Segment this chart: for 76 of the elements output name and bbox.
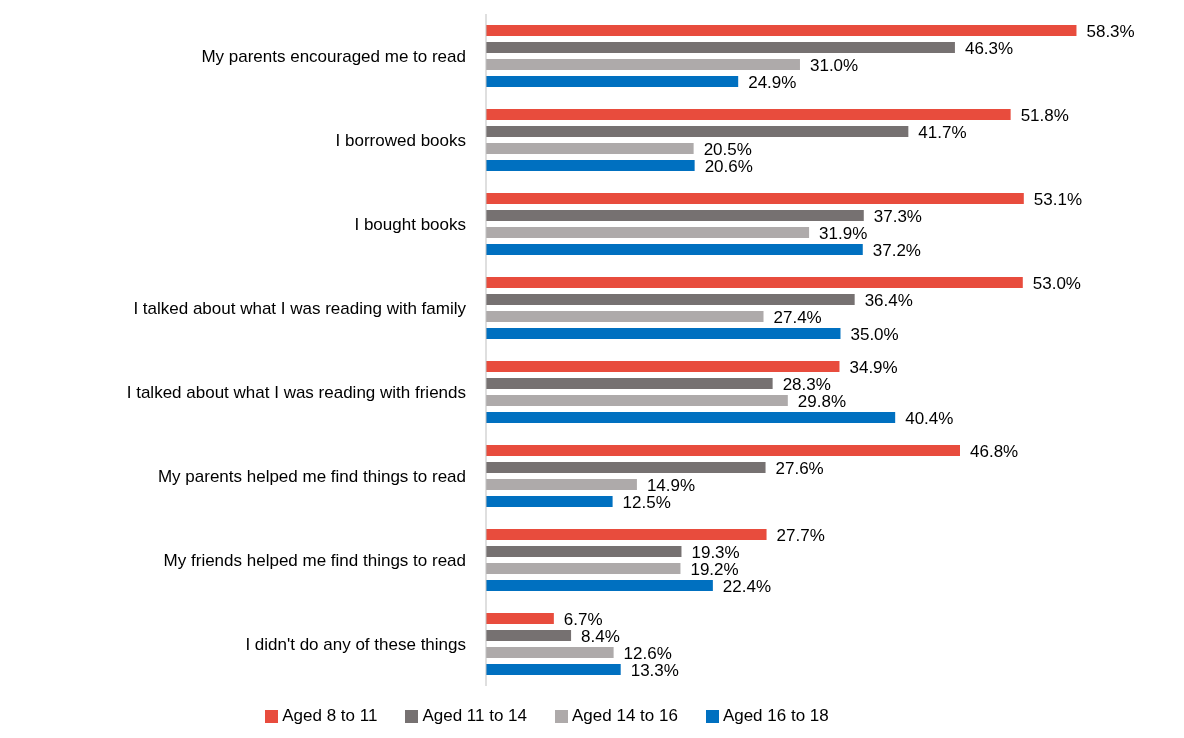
bar [486,378,773,389]
data-label: 53.1% [1033,189,1083,209]
bar [486,580,713,591]
bar [486,126,909,137]
data-label: 28.3% [782,374,831,394]
bar [486,42,955,53]
legend-label: Aged 8 to 11 [282,706,378,725]
bar [486,25,1077,36]
data-label: 51.8% [1020,105,1069,125]
y-tick-label: My parents helped me find things to read [157,467,466,487]
bar [486,76,739,87]
bar [486,227,810,238]
data-label: 37.3% [873,206,922,226]
data-label: 19.3% [691,542,740,562]
y-tick-label: My parents encouraged me to read [201,47,466,67]
data-label: 53.0% [1032,273,1081,293]
bar [486,613,554,624]
bar [486,160,695,171]
y-tick-label: I bought books [354,215,466,235]
data-label: 27.6% [775,458,824,478]
data-label: 8.4% [581,626,620,646]
data-label: 41.7% [918,122,967,142]
data-label: 24.9% [748,72,797,92]
bar [486,664,621,675]
data-label: 40.4% [905,408,954,428]
data-label: 12.6% [623,643,672,663]
data-label: 27.7% [776,525,825,545]
bar [486,210,864,221]
legend-label: Aged 11 to 14 [422,706,527,725]
data-label: 46.3% [964,38,1014,58]
bar [486,294,855,305]
bar [486,361,840,372]
y-tick-label: I talked about what I was reading with family [133,299,467,319]
bar [486,328,841,339]
y-tick-label: I didn't do any of these things [245,635,466,655]
data-label: 46.8% [970,441,1019,461]
data-label: 34.9% [849,357,898,377]
bar [486,479,637,490]
data-label: 13.3% [630,660,679,680]
bar [486,647,614,658]
bar [486,496,613,507]
data-label: 29.8% [797,391,847,411]
bar [486,395,788,406]
legend-label: Aged 14 to 16 [572,706,678,725]
bar [486,412,896,423]
bar [486,462,766,473]
data-label: 20.6% [704,156,753,176]
bar [486,529,767,540]
data-label: 27.4% [773,307,822,327]
data-label: 58.3% [1086,21,1135,41]
y-tick-label: My friends helped me find things to read [163,551,466,571]
bar [486,277,1023,288]
bar [486,311,764,322]
data-label: 14.9% [646,475,696,495]
data-label: 37.2% [872,240,921,260]
data-label: 6.7% [563,609,603,629]
bar [486,244,863,255]
data-label: 31.0% [809,55,859,75]
bar [486,109,1011,120]
y-tick-label: I talked about what I was reading with friends [126,383,466,403]
bar [486,59,800,70]
bar [486,143,694,154]
data-label: 31.9% [819,223,868,243]
bar [486,445,960,456]
data-label: 20.5% [703,139,752,159]
data-label: 36.4% [864,290,913,310]
data-label: 12.5% [622,492,671,512]
data-label: 35.0% [850,324,899,344]
bar [486,193,1024,204]
bar [486,563,681,574]
y-tick-label: I borrowed books [335,131,466,151]
legend-label: Aged 16 to 18 [722,706,829,725]
data-label: 22.4% [722,576,772,596]
bar [486,630,572,641]
bar [486,546,682,557]
data-label: 19.2% [690,559,739,579]
